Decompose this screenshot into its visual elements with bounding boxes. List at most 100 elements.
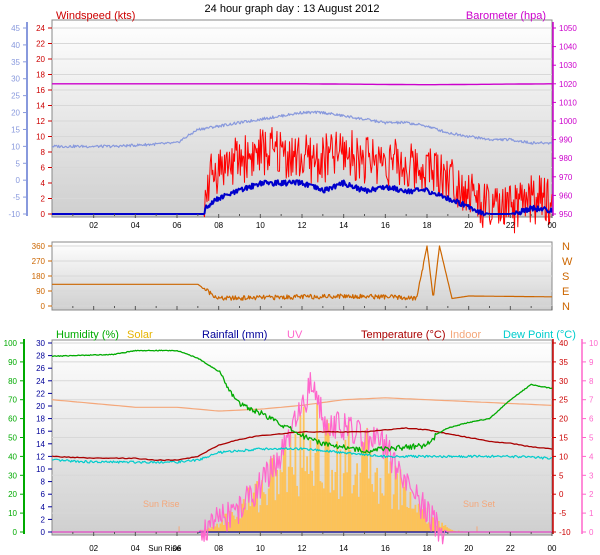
solar-bar (241, 503, 243, 532)
solar-bar (369, 451, 372, 532)
compass-label-N: N (562, 241, 570, 253)
solar-bar (257, 512, 260, 532)
barometer-tick-label: 1050 (559, 24, 577, 33)
solar-bar (442, 525, 445, 532)
wind-tick-label: 0 (41, 210, 46, 219)
outer-wind-tick-label: 20 (11, 109, 20, 118)
solar-bar (211, 526, 213, 532)
x-tick-label-bottom: 00 (548, 544, 557, 553)
barometer-tick-label: 980 (559, 154, 573, 163)
solar-bar (261, 480, 263, 532)
outer-wind-tick-label: -10 (8, 210, 20, 219)
chart-title: 24 hour graph day : 13 August 2012 (205, 3, 380, 15)
legend-dewpoint: Dew Point (°C) (503, 329, 576, 341)
temperature-tick-label: 30 (559, 377, 568, 386)
rainfall-tick-label: 12 (36, 452, 45, 461)
solar-bar (394, 465, 397, 532)
x-tick-label-bottom: 04 (131, 544, 140, 553)
solar-bar (344, 439, 347, 532)
x-tick-label-bottom: 10 (256, 544, 265, 553)
uv-tick-label: 0 (589, 528, 594, 537)
outer-wind-tick-label: 35 (11, 58, 20, 67)
solar-bar (276, 469, 278, 532)
barometer-tick-label: 960 (559, 191, 573, 200)
barometer-tick-label: 1000 (559, 117, 577, 126)
solar-bar (352, 485, 355, 532)
compass-label-N: N (562, 301, 570, 313)
solar-bar (309, 440, 312, 532)
temperature-line (51, 427, 553, 462)
barometer-tick-label: 1030 (559, 61, 577, 70)
compass-label-E: E (562, 286, 569, 298)
humidity-tick-label: 100 (4, 339, 18, 348)
windspeed-axis-label: Windspeed (kts) (56, 10, 135, 22)
humidity-tick-label: 80 (8, 377, 17, 386)
solar-bar (322, 488, 325, 532)
wind-tick-label: 10 (36, 133, 45, 142)
solar-bar (364, 430, 367, 532)
solar-bar (389, 461, 392, 532)
direction-tick-label: 180 (32, 272, 46, 281)
solar-bar (409, 491, 412, 532)
solar-bar (207, 527, 210, 532)
uv-tick-label: 2 (589, 490, 594, 499)
solar-bar (371, 484, 373, 532)
solar-bar (327, 423, 330, 532)
solar-bar (334, 472, 337, 532)
solar-bar (307, 474, 310, 532)
uv-tick-label: 10 (589, 339, 598, 348)
solar-bar (264, 494, 267, 532)
solar-bar (437, 521, 440, 532)
direction-tick-label: 360 (32, 242, 46, 251)
outer-wind-tick-label: 15 (11, 125, 20, 134)
wind-tick-label: 18 (36, 71, 45, 80)
solar-bar (356, 463, 358, 532)
solar-bar (362, 442, 365, 532)
wind-plot-area (51, 19, 553, 218)
wind-direction-line (52, 245, 552, 301)
solar-bar (321, 482, 323, 532)
uv-tick-label: 6 (589, 415, 594, 424)
solar-bar (401, 505, 403, 532)
outer-wind-tick-label: 25 (11, 92, 20, 101)
compass-label-S: S (562, 271, 569, 283)
solar-bar (346, 472, 348, 532)
solar-bar (222, 525, 225, 532)
solar-bar (377, 503, 380, 532)
humidity-tick-label: 40 (8, 452, 17, 461)
legend-solar: Solar (127, 329, 153, 341)
solar-bar (372, 491, 375, 532)
solar-bar (357, 496, 360, 532)
solar-bar (244, 503, 247, 532)
rainfall-tick-label: 4 (41, 503, 46, 512)
solar-bar (457, 530, 460, 532)
legend-temperature: Temperature (°C) (361, 329, 445, 341)
x-tick-label-top: 18 (423, 221, 432, 230)
dewpoint-line (51, 447, 553, 464)
solar-bar (259, 505, 262, 532)
rainfall-tick-label: 28 (36, 352, 45, 361)
direction-tick-label: 90 (36, 287, 45, 296)
solar-bar (386, 446, 388, 532)
solar-bar (252, 492, 255, 532)
wind-tick-label: 14 (36, 102, 45, 111)
wind-tick-label: 2 (41, 195, 46, 204)
outer-wind-tick-label: 5 (16, 159, 21, 168)
direction-tick-label: 270 (32, 257, 46, 266)
x-tick-label-bottom: 14 (339, 544, 348, 553)
solar-bar (391, 508, 393, 532)
solar-bar (289, 434, 292, 532)
solar-bar (254, 483, 257, 532)
solar-bar (314, 453, 317, 532)
rainfall-tick-label: 14 (36, 440, 45, 449)
wind-tick-label: 8 (41, 148, 46, 157)
solar-bar (266, 505, 268, 532)
solar-bar (236, 516, 238, 532)
solar-bar (337, 499, 340, 532)
rainfall-tick-label: 24 (36, 377, 45, 386)
legend-indoor: Indoor (450, 329, 482, 341)
humidity-tick-label: 0 (13, 528, 18, 537)
temperature-tick-label: -5 (559, 509, 567, 518)
barometer-tick-label: 1040 (559, 43, 577, 52)
